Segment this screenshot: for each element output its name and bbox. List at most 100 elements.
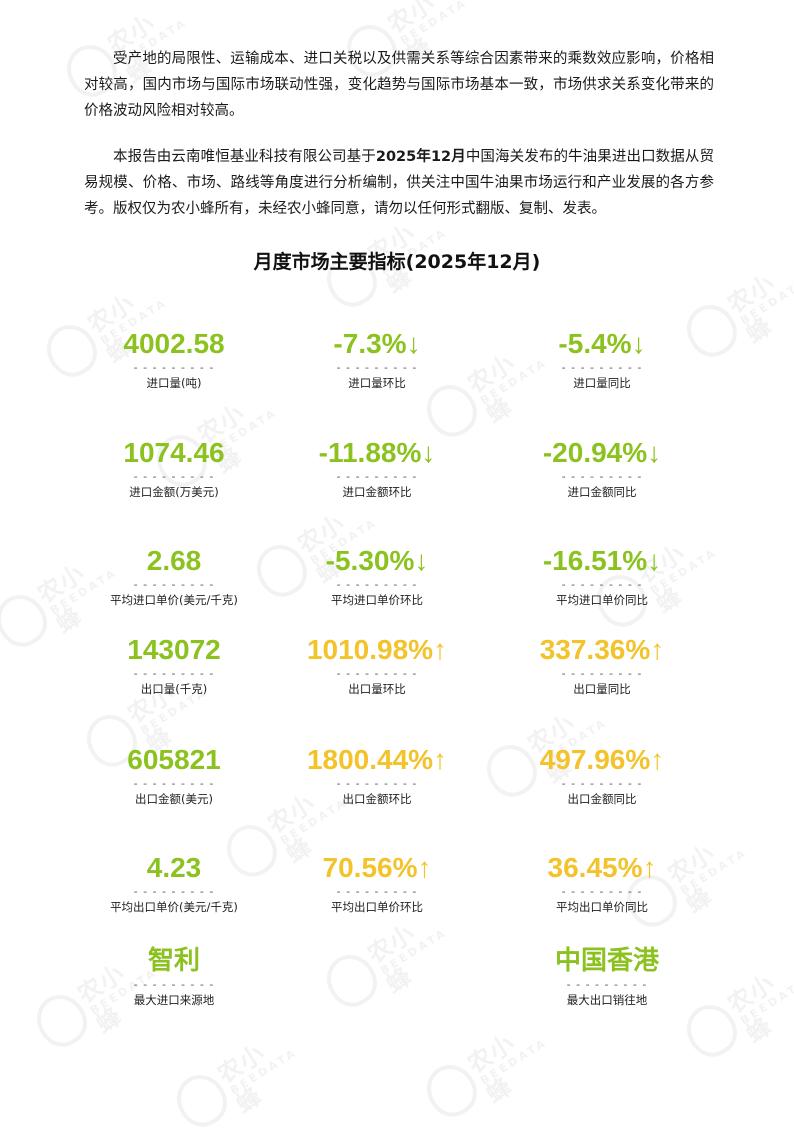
metric-label: 出口金额环比 [342, 792, 412, 806]
intro-paragraph: 受产地的局限性、运输成本、进口关税以及供需关系等综合因素带来的乘数效应影响，价格… [84, 46, 714, 124]
watermark-sub: BEEDATA [478, 1035, 550, 1088]
metric-label: 平均出口单价(美元/千克) [110, 900, 238, 914]
dash-divider: - - - - - - - - - [133, 361, 215, 374]
metric-label: 出口量环比 [348, 682, 406, 696]
metric-label: 平均进口单价环比 [331, 593, 423, 607]
metric-top-export-destination: 中国香港 - - - - - - - - - 最大出口销往地 [497, 945, 717, 1008]
metric-label: 出口量同比 [573, 682, 631, 696]
metric-value: 1800.44%↑ [306, 744, 448, 775]
dash-divider: - - - - - - - - - [561, 361, 643, 374]
metric-value: -20.94%↓ [542, 437, 662, 468]
metric-import-volume-yoy: -5.4%↓ - - - - - - - - - 进口量同比 [492, 328, 712, 391]
dash-divider: - - - - - - - - - [133, 578, 215, 591]
dash-divider: - - - - - - - - - [336, 885, 418, 898]
metric-export-amount-mom: 1800.44%↑ - - - - - - - - - 出口金额环比 [267, 744, 487, 807]
metric-import-volume: 4002.58 - - - - - - - - - 进口量(吨) [64, 328, 284, 391]
metric-value: 605821 [127, 744, 221, 775]
metric-export-amount-yoy: 497.96%↑ - - - - - - - - - 出口金额同比 [492, 744, 712, 807]
dash-divider: - - - - - - - - - [561, 578, 643, 591]
statement-month: 2025年12月 [375, 149, 466, 165]
metric-value: 中国香港 [554, 946, 659, 976]
metric-export-volume-yoy: 337.36%↑ - - - - - - - - - 出口量同比 [492, 634, 712, 697]
bee-icon [0, 585, 56, 656]
watermark-sub: BEEDATA [228, 1045, 300, 1098]
watermark-brand: 农小蜂 [362, 918, 420, 999]
metric-export-price: 4.23 - - - - - - - - - 平均出口单价(美元/千克) [64, 852, 284, 915]
metric-export-amount: 605821 - - - - - - - - - 出口金额(美元) [64, 744, 284, 807]
metric-label: 进口金额同比 [567, 485, 637, 499]
metric-import-price-mom: -5.30%↓ - - - - - - - - - 平均进口单价环比 [267, 545, 487, 608]
metric-label: 进口量同比 [573, 376, 631, 390]
metric-value: 2.68 [146, 545, 202, 576]
metric-import-price: 2.68 - - - - - - - - - 平均进口单价(美元/千克) [64, 545, 284, 608]
metric-value: -16.51%↓ [542, 545, 662, 576]
metric-top-import-source: 智利 - - - - - - - - - 最大进口来源地 [64, 945, 284, 1008]
metric-value: 智利 [147, 946, 200, 976]
watermark-brand: 农小蜂 [212, 1038, 270, 1119]
dash-divider: - - - - - - - - - [561, 470, 643, 483]
metric-value: 36.45%↑ [547, 852, 657, 883]
watermark-sub: BEEDATA [398, 0, 470, 48]
metric-export-volume: 143072 - - - - - - - - - 出口量(千克) [64, 634, 284, 697]
metric-export-price-mom: 70.56%↑ - - - - - - - - - 平均出口单价环比 [267, 852, 487, 915]
metric-import-amount-yoy: -20.94%↓ - - - - - - - - - 进口金额同比 [492, 437, 712, 500]
metric-value: -5.30%↓ [325, 545, 429, 576]
dash-divider: - - - - - - - - - [336, 470, 418, 483]
watermark-sub: BEEDATA [378, 925, 450, 978]
watermark-logo: 农小蜂 BEEDATA [414, 1012, 550, 1126]
dash-divider: - - - - - - - - - [133, 667, 215, 680]
watermark-logo: 农小蜂 BEEDATA [164, 1022, 300, 1136]
metric-label: 平均出口单价同比 [556, 900, 648, 914]
dash-divider: - - - - - - - - - [336, 578, 418, 591]
metric-value: 337.36%↑ [539, 634, 665, 665]
watermark-sub: BEEDATA [738, 975, 794, 1028]
metric-value: -5.4%↓ [558, 328, 646, 359]
metric-label: 出口金额(美元) [135, 792, 213, 806]
dash-divider: - - - - - - - - - [133, 777, 215, 790]
statement-text-b: 中国海关发布的牛油果进出口数据从贸易规模、价格、市场、路线等角度进行分析编制，供… [84, 149, 714, 217]
dash-divider: - - - - - - - - - [133, 978, 215, 991]
section-title: 月度市场主要指标(2025年12月) [253, 251, 541, 273]
metric-label: 平均进口单价同比 [556, 593, 648, 607]
metric-import-volume-mom: -7.3%↓ - - - - - - - - - 进口量环比 [267, 328, 487, 391]
metric-label: 进口量(吨) [146, 376, 202, 390]
watermark-brand: 农小蜂 [462, 1028, 520, 1109]
metric-label: 出口量(千克) [140, 682, 208, 696]
dash-divider: - - - - - - - - - [566, 978, 648, 991]
metric-value: 4002.58 [123, 328, 225, 359]
metric-label: 进口金额(万美元) [129, 485, 219, 499]
dash-divider: - - - - - - - - - [561, 777, 643, 790]
statement-text-a: 本报告由云南唯恒基业科技有限公司基于 [113, 149, 376, 165]
metric-label: 最大进口来源地 [133, 993, 215, 1007]
bee-icon [167, 1065, 236, 1136]
metric-value: -7.3%↓ [333, 328, 421, 359]
dash-divider: - - - - - - - - - [561, 885, 643, 898]
metric-value: -11.88%↓ [318, 437, 436, 468]
watermark-logo: 农小蜂 BEEDATA [314, 902, 450, 1016]
metric-value: 497.96%↑ [539, 744, 665, 775]
bee-icon [317, 945, 386, 1016]
metric-export-volume-mom: 1010.98%↑ - - - - - - - - - 出口量环比 [267, 634, 487, 697]
metric-value: 1074.46 [123, 437, 225, 468]
metric-value: 1010.98%↑ [306, 634, 448, 665]
metric-import-price-yoy: -16.51%↓ - - - - - - - - - 平均进口单价同比 [492, 545, 712, 608]
metric-value: 70.56%↑ [322, 852, 432, 883]
dash-divider: - - - - - - - - - [133, 885, 215, 898]
metric-label: 进口金额环比 [342, 485, 412, 499]
dash-divider: - - - - - - - - - [133, 470, 215, 483]
metric-label: 出口金额同比 [567, 792, 637, 806]
bee-icon [417, 1055, 486, 1126]
intro-text: 受产地的局限性、运输成本、进口关税以及供需关系等综合因素带来的乘数效应影响，价格… [84, 51, 714, 119]
watermark-sub: BEEDATA [738, 275, 794, 328]
watermark-brand: 农小蜂 [722, 968, 780, 1049]
metric-value: 4.23 [146, 852, 202, 883]
dash-divider: - - - - - - - - - [336, 361, 418, 374]
metric-value: 143072 [127, 634, 221, 665]
dash-divider: - - - - - - - - - [336, 777, 418, 790]
metric-label: 进口量环比 [348, 376, 406, 390]
metric-label: 最大出口销往地 [566, 993, 648, 1007]
metric-label: 平均进口单价(美元/千克) [110, 593, 238, 607]
report-statement-paragraph: 本报告由云南唯恒基业科技有限公司基于2025年12月中国海关发布的牛油果进出口数… [84, 144, 714, 222]
metric-export-price-yoy: 36.45%↑ - - - - - - - - - 平均出口单价同比 [492, 852, 712, 915]
metric-import-amount-mom: -11.88%↓ - - - - - - - - - 进口金额环比 [267, 437, 487, 500]
